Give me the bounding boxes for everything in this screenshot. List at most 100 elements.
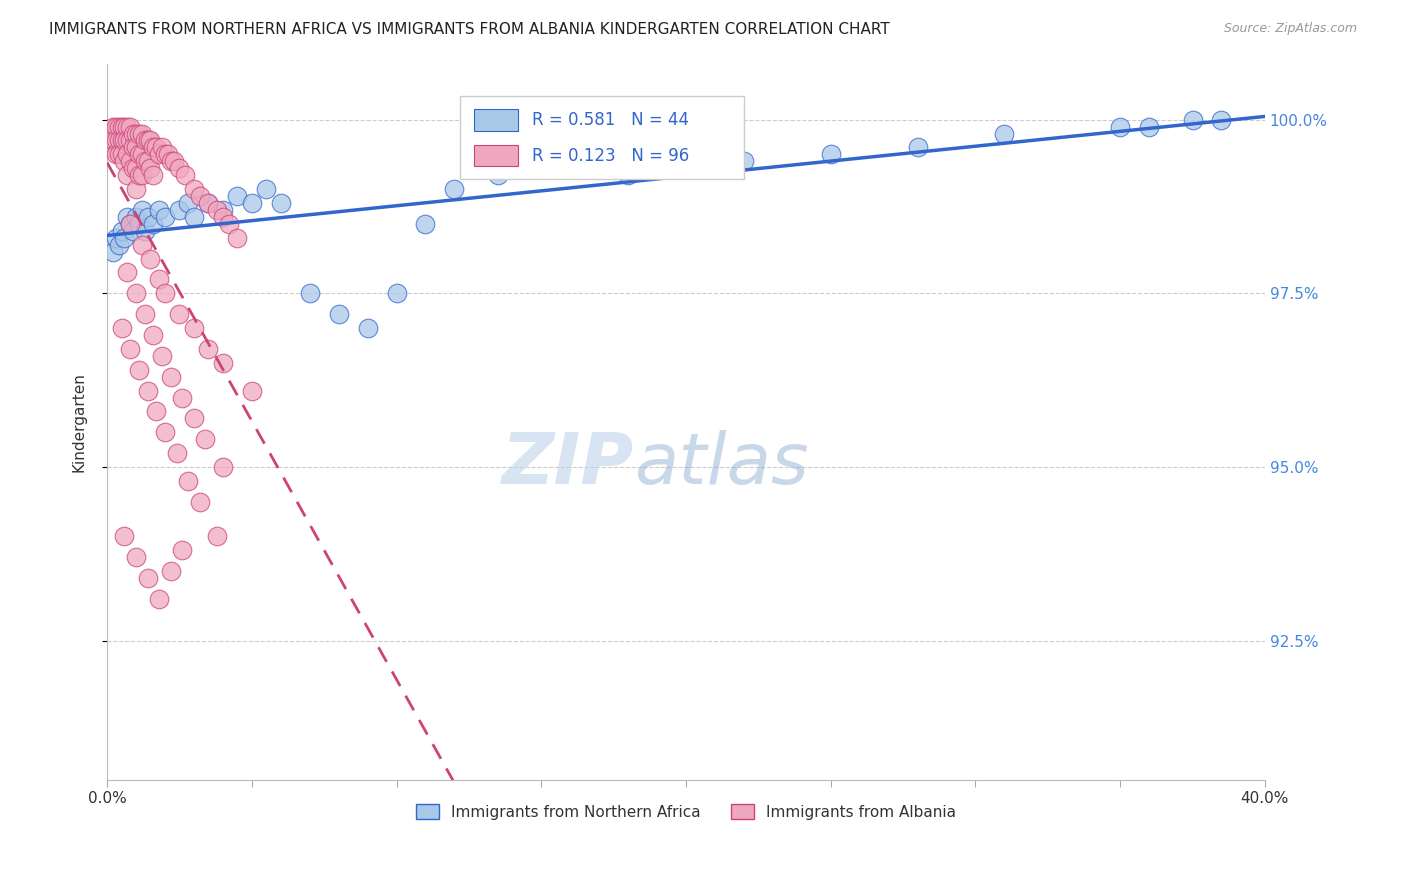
Point xyxy=(356,321,378,335)
Point xyxy=(134,154,156,169)
Point xyxy=(169,161,191,176)
Text: R = 0.123   N = 96: R = 0.123 N = 96 xyxy=(531,146,689,165)
Point xyxy=(574,154,596,169)
Point xyxy=(104,133,127,147)
Point xyxy=(617,168,640,182)
Point xyxy=(142,217,165,231)
Point xyxy=(163,154,186,169)
Point xyxy=(153,425,176,440)
Point xyxy=(183,321,205,335)
Point xyxy=(188,494,211,508)
Point xyxy=(131,147,153,161)
Point xyxy=(142,168,165,182)
FancyBboxPatch shape xyxy=(474,145,517,167)
Point xyxy=(125,182,148,196)
Point xyxy=(169,307,191,321)
Point xyxy=(110,133,132,147)
Point xyxy=(148,202,170,217)
Point xyxy=(114,154,136,169)
Point xyxy=(212,460,235,475)
Point xyxy=(114,133,136,147)
Point xyxy=(188,189,211,203)
Point xyxy=(136,210,159,224)
Point xyxy=(134,133,156,147)
Point xyxy=(122,161,145,176)
Point xyxy=(110,147,132,161)
Point xyxy=(117,147,139,161)
Point xyxy=(159,564,181,578)
Point xyxy=(120,154,142,169)
Point xyxy=(169,202,191,217)
Point xyxy=(120,120,142,134)
Point xyxy=(172,391,194,405)
Point xyxy=(148,272,170,286)
Point xyxy=(122,140,145,154)
Point xyxy=(177,474,200,488)
Point xyxy=(174,168,197,182)
Point xyxy=(136,133,159,147)
Text: Source: ZipAtlas.com: Source: ZipAtlas.com xyxy=(1223,22,1357,36)
Point xyxy=(1109,120,1132,134)
Point xyxy=(385,286,408,301)
Point xyxy=(104,147,127,161)
Point xyxy=(101,133,124,147)
Point xyxy=(159,154,181,169)
Point xyxy=(98,127,121,141)
Point xyxy=(136,154,159,169)
Point xyxy=(110,120,132,134)
Point xyxy=(150,349,173,363)
Point xyxy=(148,147,170,161)
Point xyxy=(153,210,176,224)
FancyBboxPatch shape xyxy=(460,96,744,178)
Point xyxy=(218,217,240,231)
Point xyxy=(125,127,148,141)
Point xyxy=(197,196,219,211)
Point xyxy=(125,161,148,176)
Point xyxy=(166,446,188,460)
Point xyxy=(117,168,139,182)
Point xyxy=(153,286,176,301)
Point xyxy=(212,210,235,224)
Point xyxy=(107,147,129,161)
Point xyxy=(443,182,465,196)
Point xyxy=(226,189,249,203)
Point xyxy=(254,182,277,196)
Point xyxy=(114,529,136,543)
Point xyxy=(145,404,167,418)
Point xyxy=(212,356,235,370)
Point xyxy=(150,140,173,154)
Point xyxy=(145,140,167,154)
Point xyxy=(117,210,139,224)
Y-axis label: Kindergarten: Kindergarten xyxy=(72,372,86,472)
Point xyxy=(131,237,153,252)
Point xyxy=(197,342,219,356)
Point xyxy=(107,120,129,134)
Point xyxy=(159,369,181,384)
Point xyxy=(993,127,1015,141)
Point xyxy=(139,161,162,176)
Point xyxy=(125,286,148,301)
Point xyxy=(125,550,148,565)
Point xyxy=(183,210,205,224)
Point xyxy=(820,147,842,161)
Point xyxy=(101,244,124,259)
Point xyxy=(197,196,219,211)
Point xyxy=(139,133,162,147)
Point xyxy=(120,217,142,231)
Point xyxy=(128,362,150,376)
Point xyxy=(177,196,200,211)
Point xyxy=(139,252,162,266)
Point xyxy=(128,127,150,141)
Point xyxy=(205,529,228,543)
Point xyxy=(134,224,156,238)
Point xyxy=(107,133,129,147)
Point xyxy=(120,133,142,147)
Point xyxy=(205,202,228,217)
Text: atlas: atlas xyxy=(634,430,808,500)
Point xyxy=(120,342,142,356)
Point xyxy=(183,182,205,196)
Point xyxy=(153,147,176,161)
Point xyxy=(125,210,148,224)
Point xyxy=(1181,112,1204,127)
FancyBboxPatch shape xyxy=(474,109,517,130)
